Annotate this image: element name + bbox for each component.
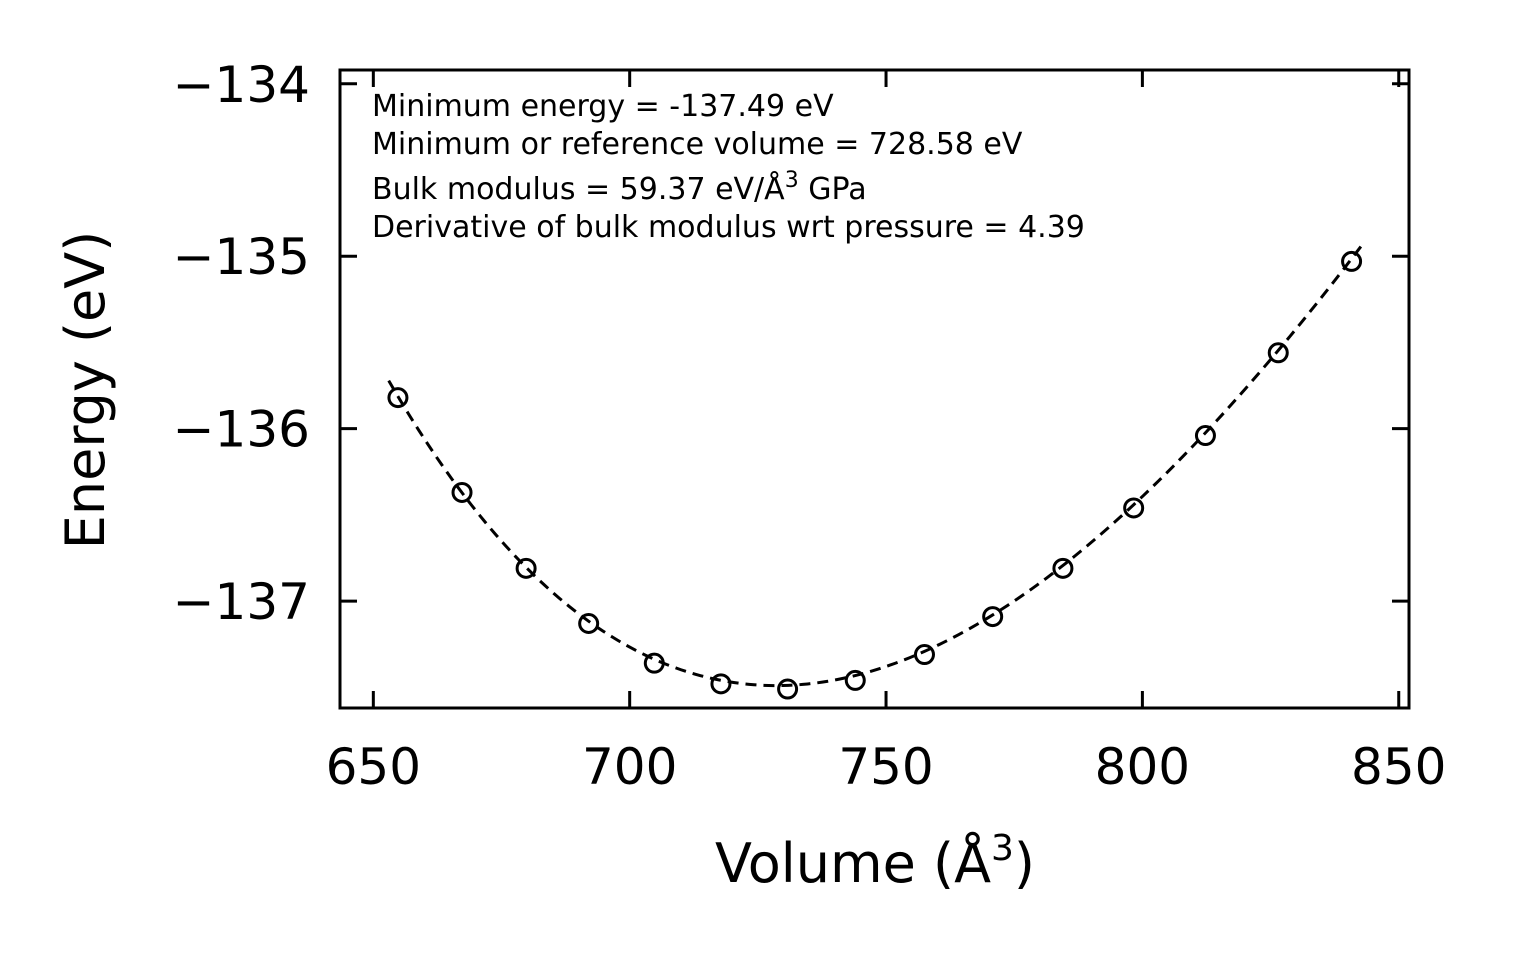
y-tick-label: −134 — [173, 56, 310, 114]
data-points — [387, 250, 1363, 700]
x-axis-title-text: Volume (Å — [715, 831, 991, 895]
data-point — [515, 557, 537, 579]
y-axis-title: Energy (eV) — [54, 231, 117, 550]
data-point — [777, 678, 799, 700]
annotation-bulk-modulus-text: Bulk modulus = 59.37 eV/Å — [372, 171, 785, 207]
annotation-bulk-modulus: Bulk modulus = 59.37 eV/Å3 GPa — [372, 168, 867, 207]
y-tick-label: −135 — [173, 228, 310, 286]
y-tick-label: −136 — [173, 401, 310, 459]
y-tick-label: −137 — [173, 573, 310, 631]
data-point — [387, 387, 409, 409]
plot-frame — [338, 68, 1411, 710]
fit-curve — [387, 243, 1365, 688]
x-tick-label: 800 — [1095, 738, 1190, 796]
x-axis-title-sup: 3 — [991, 828, 1014, 869]
x-tick-label: 650 — [326, 738, 421, 796]
fit-curve-layer — [387, 243, 1365, 688]
data-point — [1194, 425, 1216, 447]
data-point — [844, 669, 866, 691]
data-point — [451, 481, 473, 503]
data-point — [1341, 250, 1363, 272]
data-point — [578, 613, 600, 635]
data-point — [1123, 497, 1145, 519]
data-point — [643, 652, 665, 674]
x-tick-label: 850 — [1351, 738, 1446, 796]
data-point — [982, 606, 1004, 628]
x-axis-title-close: ) — [1014, 832, 1035, 895]
annotation-min-volume: Minimum or reference volume = 728.58 eV — [372, 127, 1023, 162]
x-tick-label: 750 — [838, 738, 933, 796]
x-tick-label: 700 — [582, 738, 677, 796]
annotation-box: Minimum energy = -137.49 eV Minimum or r… — [372, 89, 1085, 245]
data-point — [710, 673, 732, 695]
tick-group: 650 700 750 800 850 −134 −135 −136 −137 — [173, 56, 1447, 796]
data-point — [1267, 342, 1289, 364]
data-point — [1052, 557, 1074, 579]
annotation-min-energy: Minimum energy = -137.49 eV — [372, 89, 834, 124]
x-axis-title: Volume (Å3) — [715, 828, 1035, 895]
data-point — [913, 644, 935, 666]
annotation-bulk-derivative: Derivative of bulk modulus wrt pressure … — [372, 210, 1085, 245]
annotation-bulk-modulus-sup: 3 — [785, 168, 799, 193]
annotation-bulk-modulus-unit: GPa — [799, 172, 867, 207]
